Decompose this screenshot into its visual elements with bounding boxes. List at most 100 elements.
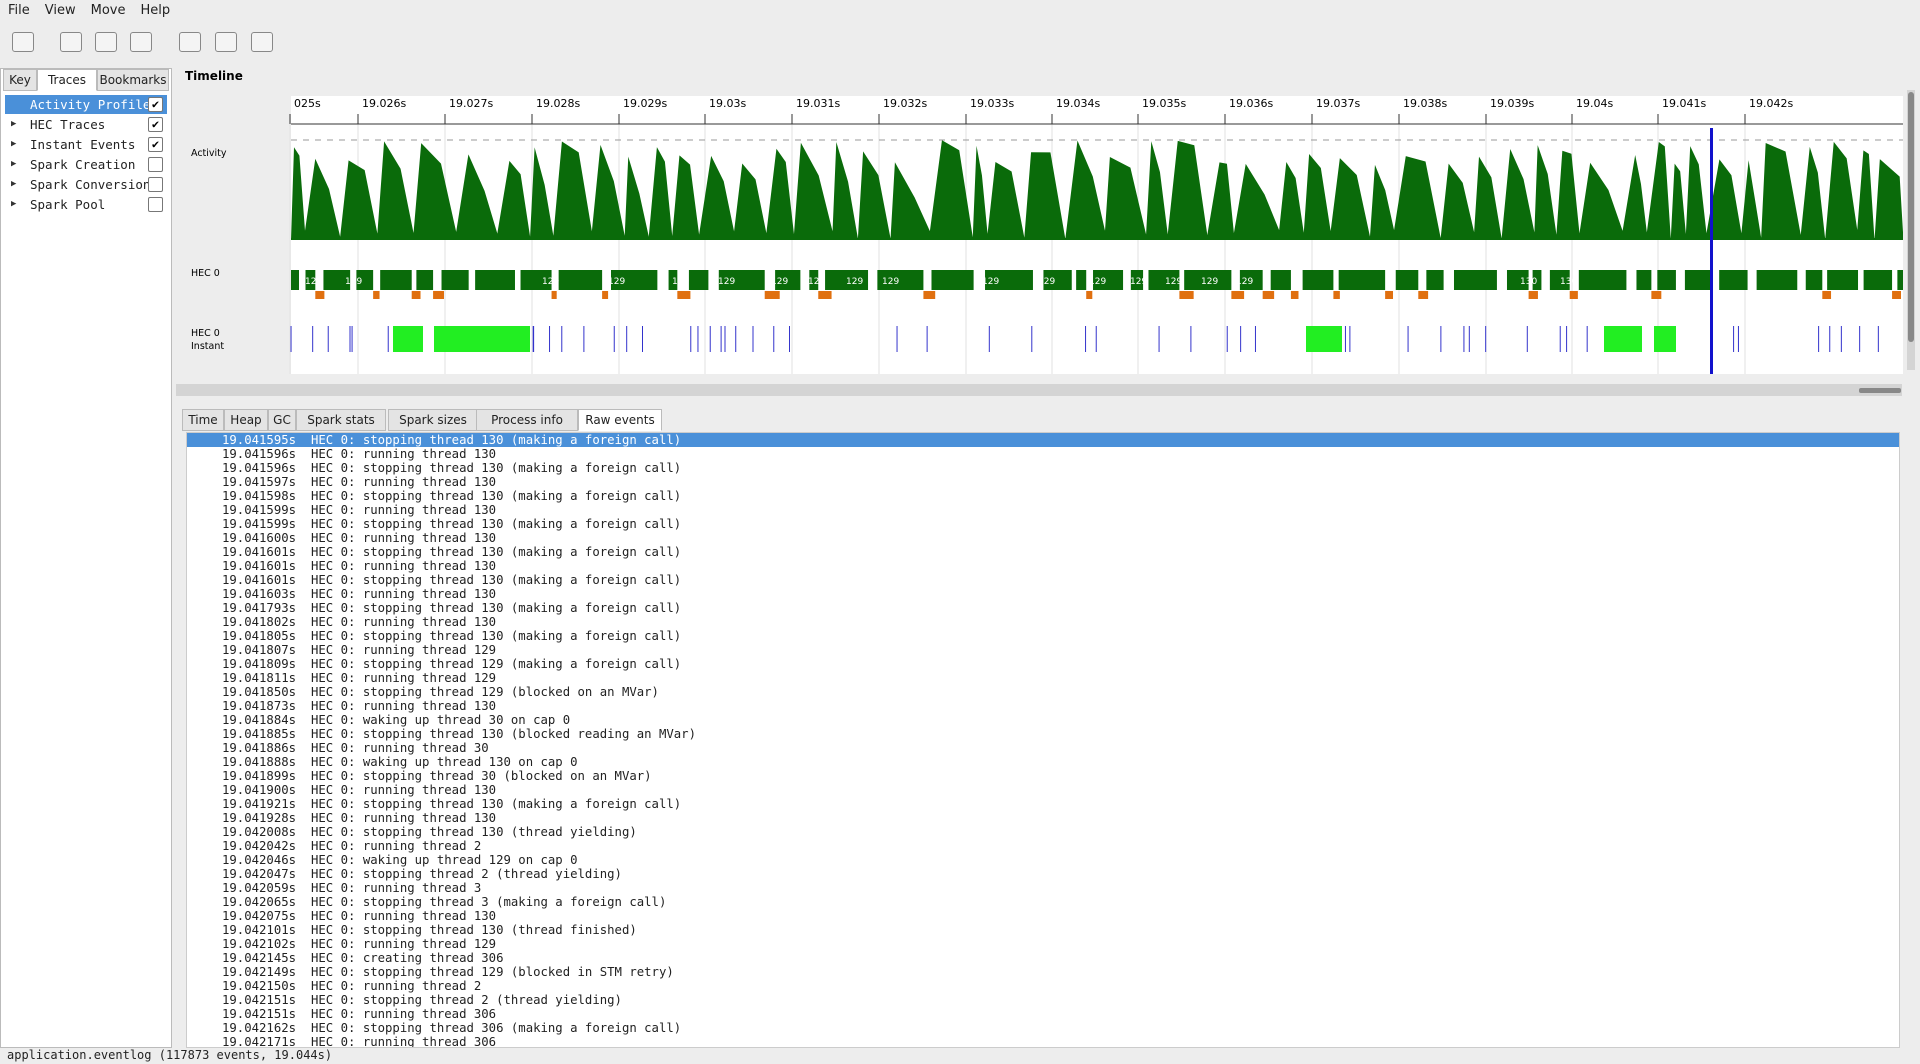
hec-run [1636,270,1652,290]
event-row[interactable]: 19.042101s HEC 0: stopping thread 130 (th… [187,923,1899,937]
event-row[interactable]: 19.041597s HEC 0: running thread 130 [187,475,1899,489]
trace-item[interactable]: ▶ Instant Events ✔ [5,135,167,154]
event-row[interactable]: 19.041598s HEC 0: stopping thread 130 (ma… [187,489,1899,503]
gc-mark [1333,291,1340,299]
event-row[interactable]: 19.041599s HEC 0: running thread 130 [187,503,1899,517]
event-row[interactable]: 19.041805s HEC 0: stopping thread 130 (ma… [187,629,1899,643]
trace-item[interactable]: ▶ Spark Pool [5,195,167,214]
gc-mark [1822,291,1832,299]
bottom-tab[interactable]: Spark sizes [388,409,478,431]
event-row[interactable]: 19.041601s HEC 0: running thread 130 [187,559,1899,573]
event-row[interactable]: 19.041596s HEC 0: running thread 130 [187,447,1899,461]
event-row[interactable]: 19.042008s HEC 0: stopping thread 130 (th… [187,825,1899,839]
event-row[interactable]: 19.041793s HEC 0: stopping thread 130 (ma… [187,601,1899,615]
bottom-tab[interactable]: Time [182,409,224,431]
hec-run [1043,270,1072,290]
event-row[interactable]: 19.041885s HEC 0: stopping thread 130 (bl… [187,727,1899,741]
trace-item[interactable]: ▶ HEC Traces ✔ [5,115,167,134]
event-row[interactable]: 19.041921s HEC 0: stopping thread 130 (ma… [187,797,1899,811]
thread-label: 129 [1201,277,1218,287]
menu-item[interactable]: Help [140,3,171,18]
zoom-out-button[interactable] [215,32,237,52]
event-row[interactable]: 19.041601s HEC 0: stopping thread 130 (ma… [187,545,1899,559]
gc-mark [1086,291,1093,299]
event-row[interactable]: 19.041601s HEC 0: stopping thread 130 (ma… [187,573,1899,587]
event-text: HEC 0: stopping thread 130 (making a for… [311,573,682,587]
side-tab[interactable]: Traces [37,69,97,91]
hec-run [877,270,924,290]
event-row[interactable]: 19.041850s HEC 0: stopping thread 129 (bl… [187,685,1899,699]
bottom-tab[interactable]: GC [268,409,296,431]
event-row[interactable]: 19.042075s HEC 0: running thread 130 [187,909,1899,923]
event-row[interactable]: 19.041899s HEC 0: stopping thread 30 (blo… [187,769,1899,783]
bottom-tab[interactable]: Process info [476,409,578,431]
trace-item[interactable]: ▶ Spark Creation [5,155,167,174]
bottom-tab[interactable]: Heap [224,409,268,431]
event-row[interactable]: 19.041886s HEC 0: running thread 30 [187,741,1899,755]
h-scrollbar[interactable] [176,384,1902,396]
trace-item[interactable]: Activity Profile ✔ [5,95,167,114]
tick-label: 19.036s [1229,97,1273,110]
menu-item[interactable]: View [44,3,76,18]
event-row[interactable]: 19.042151s HEC 0: stopping thread 2 (thre… [187,993,1899,1007]
trace-checkbox[interactable] [148,197,163,212]
zoom-in-button[interactable] [179,32,201,52]
trace-checkbox[interactable] [148,157,163,172]
event-time: 19.041793s [222,601,297,615]
thread-label: 129 [1089,277,1106,287]
event-row[interactable]: 19.042149s HEC 0: stopping thread 129 (bl… [187,965,1899,979]
open-button[interactable] [12,32,34,52]
event-row[interactable]: 19.042065s HEC 0: stopping thread 3 (maki… [187,895,1899,909]
event-row[interactable]: 19.041809s HEC 0: stopping thread 129 (ma… [187,657,1899,671]
event-row[interactable]: 19.041888s HEC 0: waking up thread 130 on… [187,755,1899,769]
event-time: 19.041601s [222,545,297,559]
expander: ▶ [11,159,17,169]
home-button[interactable] [95,32,117,52]
event-row[interactable]: 19.041900s HEC 0: running thread 130 [187,783,1899,797]
event-row[interactable]: 19.041928s HEC 0: running thread 130 [187,811,1899,825]
trace-checkbox[interactable]: ✔ [148,137,163,152]
event-row[interactable]: 19.041600s HEC 0: running thread 130 [187,531,1899,545]
event-row[interactable]: 19.041596s HEC 0: stopping thread 130 (ma… [187,461,1899,475]
gc-mark [433,291,445,299]
trace-checkbox[interactable]: ✔ [148,97,163,112]
trace-label: Spark Pool [30,197,106,212]
menu-item[interactable]: Move [90,3,126,18]
event-row[interactable]: 19.041595s HEC 0: stopping thread 130 (ma… [187,433,1899,447]
event-text: HEC 0: stopping thread 130 (making a for… [311,461,682,475]
event-row[interactable]: 19.042042s HEC 0: running thread 2 [187,839,1899,853]
event-row[interactable]: 19.041802s HEC 0: running thread 130 [187,615,1899,629]
menu-item[interactable]: File [8,3,30,18]
v-scroll-thumb[interactable] [1908,92,1914,342]
trace-item[interactable]: ▶ Spark Conversion [5,175,167,194]
end-button[interactable] [130,32,152,52]
side-tab[interactable]: Key [3,69,37,91]
trace-checkbox[interactable] [148,177,163,192]
event-row[interactable]: 19.042046s HEC 0: waking up thread 129 on… [187,853,1899,867]
event-row[interactable]: 19.041599s HEC 0: stopping thread 130 (ma… [187,517,1899,531]
event-row[interactable]: 19.042102s HEC 0: running thread 129 [187,937,1899,951]
event-row[interactable]: 19.042171s HEC 0: running thread 306 [187,1035,1899,1047]
event-row[interactable]: 19.042047s HEC 0: stopping thread 2 (thre… [187,867,1899,881]
hec-run [305,270,316,290]
hec-run [1506,270,1529,290]
zoom-fit-button[interactable] [251,32,273,52]
event-row[interactable]: 19.041807s HEC 0: running thread 129 [187,643,1899,657]
event-row[interactable]: 19.042150s HEC 0: running thread 2 [187,979,1899,993]
event-row[interactable]: 19.042151s HEC 0: running thread 306 [187,1007,1899,1021]
event-row[interactable]: 19.042162s HEC 0: stopping thread 306 (ma… [187,1021,1899,1035]
event-text: HEC 0: stopping thread 130 (thread finis… [311,923,637,937]
event-row[interactable]: 19.041884s HEC 0: waking up thread 30 on … [187,713,1899,727]
trace-checkbox[interactable]: ✔ [148,117,163,132]
event-row[interactable]: 19.041603s HEC 0: running thread 130 [187,587,1899,601]
event-row[interactable]: 19.041873s HEC 0: running thread 130 [187,699,1899,713]
bottom-tab[interactable]: Raw events [578,409,662,431]
event-row[interactable]: 19.042145s HEC 0: creating thread 306 [187,951,1899,965]
event-row[interactable]: 19.041811s HEC 0: running thread 129 [187,671,1899,685]
event-text: HEC 0: waking up thread 129 on cap 0 [311,853,578,867]
bottom-tab[interactable]: Spark stats [296,409,386,431]
side-tab[interactable]: Bookmarks [97,69,169,91]
start-button[interactable] [60,32,82,52]
event-row[interactable]: 19.042059s HEC 0: running thread 3 [187,881,1899,895]
h-scroll-thumb[interactable] [1859,388,1901,393]
